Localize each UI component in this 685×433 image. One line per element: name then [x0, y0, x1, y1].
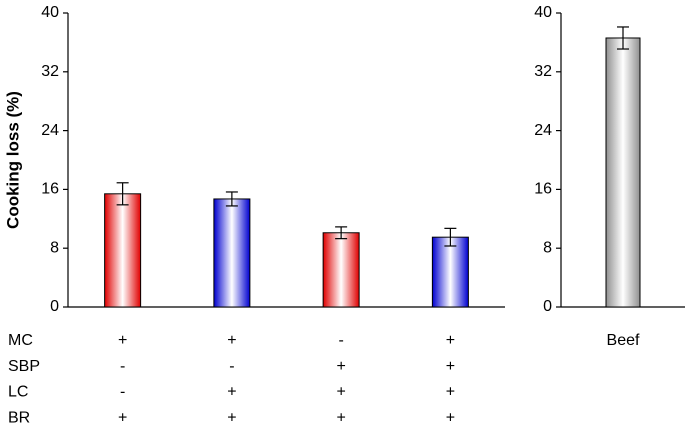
row-label: LC [8, 384, 28, 401]
y-tick-label: 16 [41, 181, 59, 198]
treatment-mark: + [446, 384, 455, 401]
treatment-mark: - [338, 332, 343, 349]
y-tick-label: 0 [543, 298, 552, 315]
bar [104, 193, 142, 308]
treatment-mark: + [446, 358, 455, 375]
treatment-mark: + [446, 409, 455, 426]
y-tick-label: 8 [543, 239, 552, 256]
treatment-mark: + [227, 384, 236, 401]
bar [431, 236, 469, 308]
treatment-mark: + [118, 332, 127, 349]
row-label: MC [8, 332, 33, 349]
y-tick-label: 40 [534, 4, 552, 21]
y-tick-label: 32 [534, 63, 552, 80]
y-tick-label: 0 [50, 298, 59, 315]
bar [605, 37, 641, 308]
y-tick-label: 32 [41, 63, 59, 80]
error-bar [444, 227, 457, 247]
error-bar [617, 26, 629, 50]
row-label: BR [8, 409, 30, 426]
error-bar [225, 191, 238, 207]
treatment-mark: + [336, 384, 345, 401]
treatment-mark: + [227, 332, 236, 349]
treatment-mark: + [336, 409, 345, 426]
bar [322, 232, 360, 308]
treatment-mark: - [120, 384, 125, 401]
y-tick-label: 16 [534, 181, 552, 198]
treatment-mark: + [118, 409, 127, 426]
y-tick-label: 24 [534, 122, 552, 139]
error-bar [335, 226, 348, 240]
y-axis-label: Cooking loss (%) [3, 91, 22, 229]
treatment-mark: - [229, 358, 234, 375]
treatment-mark: + [336, 358, 345, 375]
y-tick-label: 24 [41, 122, 59, 139]
y-tick-label: 8 [50, 239, 59, 256]
bar [213, 198, 251, 308]
error-bar [116, 182, 129, 206]
treatment-mark: + [227, 409, 236, 426]
row-label: SBP [8, 358, 40, 375]
x-tick-label: Beef [607, 332, 640, 349]
treatment-mark: - [120, 358, 125, 375]
treatment-mark: + [446, 332, 455, 349]
y-tick-label: 40 [41, 4, 59, 21]
